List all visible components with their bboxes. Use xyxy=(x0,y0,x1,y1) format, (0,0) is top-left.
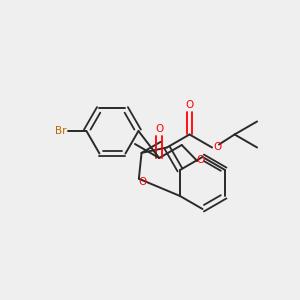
Text: O: O xyxy=(196,155,204,165)
Text: O: O xyxy=(213,142,221,152)
Text: Br: Br xyxy=(55,126,66,136)
Text: O: O xyxy=(185,100,194,110)
Text: O: O xyxy=(155,124,163,134)
Text: O: O xyxy=(139,177,147,187)
